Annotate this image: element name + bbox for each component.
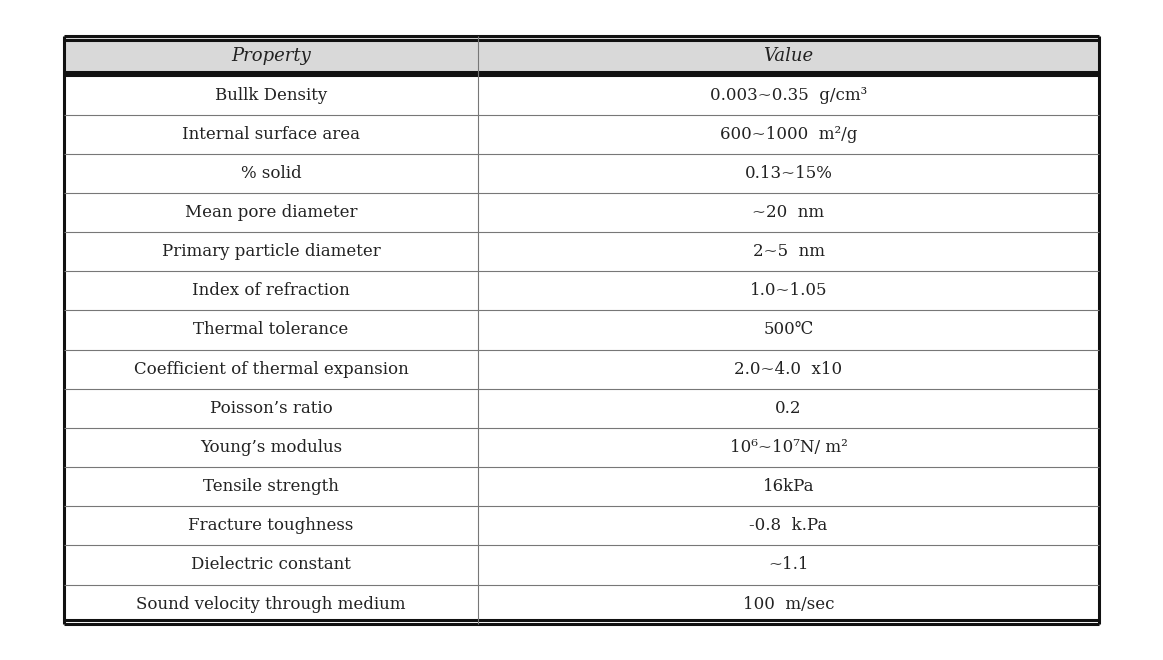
Bar — [64, 193, 478, 232]
Bar — [64, 36, 1099, 624]
Text: 2.0~4.0  x10: 2.0~4.0 x10 — [735, 360, 842, 378]
Bar — [478, 545, 1099, 585]
Bar — [64, 310, 478, 350]
Bar — [478, 506, 1099, 545]
Bar — [478, 115, 1099, 154]
Text: Young’s modulus: Young’s modulus — [200, 439, 342, 456]
Text: ~1.1: ~1.1 — [769, 556, 808, 574]
Bar — [478, 75, 1099, 115]
Text: Dielectric constant: Dielectric constant — [191, 556, 351, 574]
Text: 10⁶~10⁷N/ m²: 10⁶~10⁷N/ m² — [729, 439, 848, 456]
Text: 600~1000  m²/g: 600~1000 m²/g — [720, 125, 857, 143]
Text: 0.13~15%: 0.13~15% — [744, 165, 833, 182]
Text: 100  m/sec: 100 m/sec — [743, 595, 834, 612]
Bar — [64, 154, 478, 193]
Bar — [64, 585, 478, 624]
Text: Primary particle diameter: Primary particle diameter — [162, 243, 380, 260]
Text: 0.2: 0.2 — [776, 400, 801, 417]
Text: Thermal tolerance: Thermal tolerance — [193, 321, 349, 339]
Bar — [64, 467, 478, 506]
Bar — [478, 193, 1099, 232]
Text: Sound velocity through medium: Sound velocity through medium — [136, 595, 406, 612]
Bar — [64, 428, 478, 467]
Bar — [64, 115, 478, 154]
Bar — [64, 232, 478, 271]
Text: Index of refraction: Index of refraction — [192, 282, 350, 300]
Text: 500℃: 500℃ — [763, 321, 814, 339]
Bar — [64, 75, 478, 115]
Bar — [478, 271, 1099, 310]
Bar — [478, 232, 1099, 271]
Text: Poisson’s ratio: Poisson’s ratio — [209, 400, 333, 417]
Text: 16kPa: 16kPa — [763, 478, 814, 495]
Bar — [478, 350, 1099, 389]
Text: Coefficient of thermal expansion: Coefficient of thermal expansion — [134, 360, 408, 378]
Bar — [478, 428, 1099, 467]
Bar — [478, 389, 1099, 428]
Text: 0.003~0.35  g/cm³: 0.003~0.35 g/cm³ — [709, 86, 868, 104]
Text: 2~5  nm: 2~5 nm — [752, 243, 825, 260]
Bar — [64, 350, 478, 389]
Bar — [478, 467, 1099, 506]
Text: Property: Property — [231, 47, 311, 65]
Text: ~20  nm: ~20 nm — [752, 204, 825, 221]
Bar — [64, 36, 478, 75]
Bar — [64, 506, 478, 545]
Bar — [478, 36, 1099, 75]
Text: Bullk Density: Bullk Density — [215, 86, 327, 104]
Text: Mean pore diameter: Mean pore diameter — [185, 204, 357, 221]
Text: Tensile strength: Tensile strength — [204, 478, 338, 495]
Text: -0.8  k.Pa: -0.8 k.Pa — [749, 517, 828, 535]
Bar — [478, 310, 1099, 350]
Text: Fracture toughness: Fracture toughness — [188, 517, 354, 535]
Text: Internal surface area: Internal surface area — [181, 125, 361, 143]
Bar — [478, 154, 1099, 193]
Text: Value: Value — [763, 47, 814, 65]
Bar — [64, 389, 478, 428]
Bar — [64, 545, 478, 585]
Bar — [478, 585, 1099, 624]
Text: 1.0~1.05: 1.0~1.05 — [750, 282, 827, 300]
Text: % solid: % solid — [241, 165, 301, 182]
Bar — [64, 271, 478, 310]
